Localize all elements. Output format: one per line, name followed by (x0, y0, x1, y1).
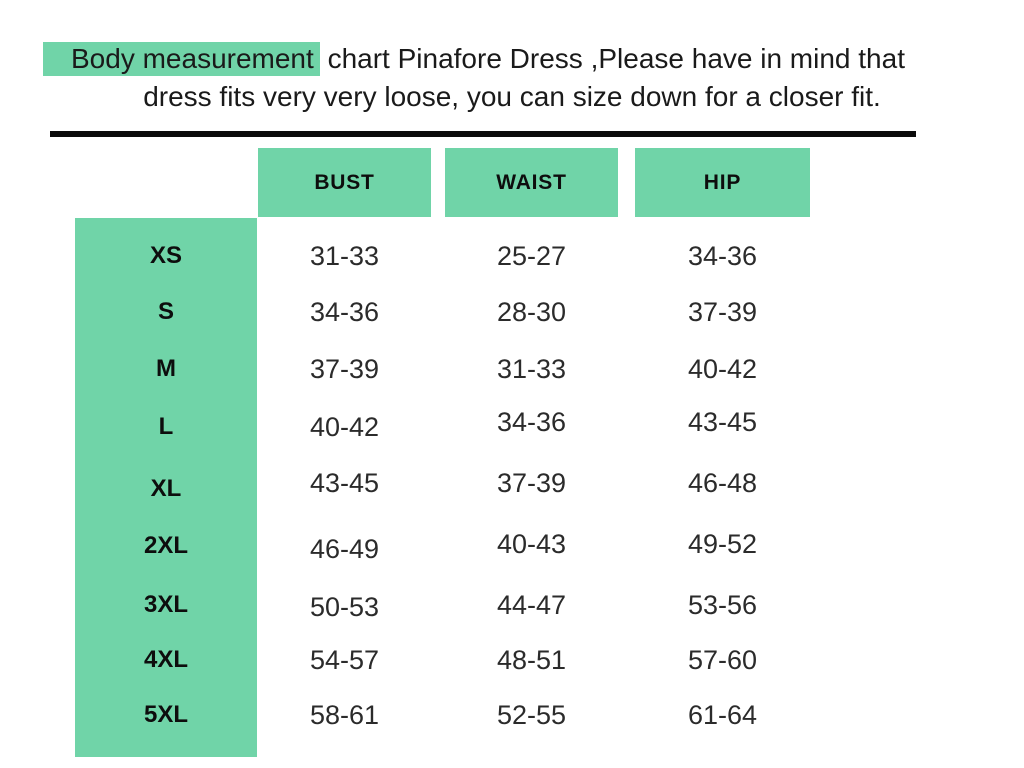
hip-value: 49-52 (687, 528, 758, 559)
size-label: 4XL (143, 646, 188, 673)
waist-value: 31-33 (496, 353, 567, 384)
hip-value: 40-42 (687, 353, 758, 384)
bust-value: 40-42 (309, 411, 380, 442)
hip-value: 57-60 (687, 644, 758, 675)
bust-value: 43-45 (309, 467, 380, 498)
bust-value: 31-33 (309, 240, 380, 271)
bust-value: 46-49 (309, 533, 380, 564)
bust-value: 58-61 (309, 699, 380, 730)
table-row-3xl: 3XL 50-53 44-47 53-56 (0, 583, 1024, 627)
table-row-s: S 34-36 28-30 37-39 (0, 290, 1024, 334)
size-column-background (75, 218, 257, 757)
column-header-hip: HIP (635, 148, 810, 217)
table-row-2xl: 2XL 46-49 40-43 49-52 (0, 524, 1024, 568)
hip-value: 46-48 (687, 467, 758, 498)
table-row-xs: XS 31-33 25-27 34-36 (0, 234, 1024, 278)
waist-value: 25-27 (496, 240, 567, 271)
waist-value: 34-36 (496, 406, 567, 437)
table-row-m: M 37-39 31-33 40-42 (0, 347, 1024, 391)
bust-value: 54-57 (309, 644, 380, 675)
size-label: L (158, 413, 174, 440)
size-label: S (157, 298, 174, 325)
size-label: M (156, 355, 176, 382)
waist-value: 28-30 (496, 296, 567, 327)
bust-value: 34-36 (309, 296, 380, 327)
title-highlight: Body measurement (43, 42, 320, 76)
hip-value: 43-45 (687, 406, 758, 437)
size-label: 3XL (143, 591, 188, 618)
column-header-bust: BUST (258, 148, 431, 217)
hip-value: 37-39 (687, 296, 758, 327)
hip-value: 53-56 (687, 589, 758, 620)
waist-value: 37-39 (496, 467, 567, 498)
waist-value: 44-47 (496, 589, 567, 620)
bust-value: 50-53 (309, 591, 380, 622)
size-label: XS (149, 242, 182, 269)
column-header-waist: WAIST (445, 148, 618, 217)
waist-value: 40-43 (496, 528, 567, 559)
title-line1-rest: chart Pinafore Dress ,Please have in min… (319, 43, 905, 74)
page-title-line2: dress fits very very loose, you can size… (143, 81, 881, 112)
waist-value: 48-51 (496, 644, 567, 675)
size-label: 2XL (143, 532, 188, 559)
hip-value: 34-36 (687, 240, 758, 271)
size-label: 5XL (143, 701, 188, 728)
size-label: XL (150, 475, 182, 502)
title-divider-rule (50, 131, 916, 137)
bust-value: 37-39 (309, 353, 380, 384)
page-title-line1: Body measurement chart Pinafore Dress ,P… (43, 40, 905, 78)
table-row-4xl: 4XL 54-57 48-51 57-60 (0, 638, 1024, 682)
hip-value: 61-64 (687, 699, 758, 730)
table-row-xl: XL 43-45 37-39 46-48 (0, 467, 1024, 511)
table-row-5xl: 5XL 58-61 52-55 61-64 (0, 693, 1024, 737)
waist-value: 52-55 (496, 699, 567, 730)
table-row-l: L 40-42 34-36 43-45 (0, 405, 1024, 449)
